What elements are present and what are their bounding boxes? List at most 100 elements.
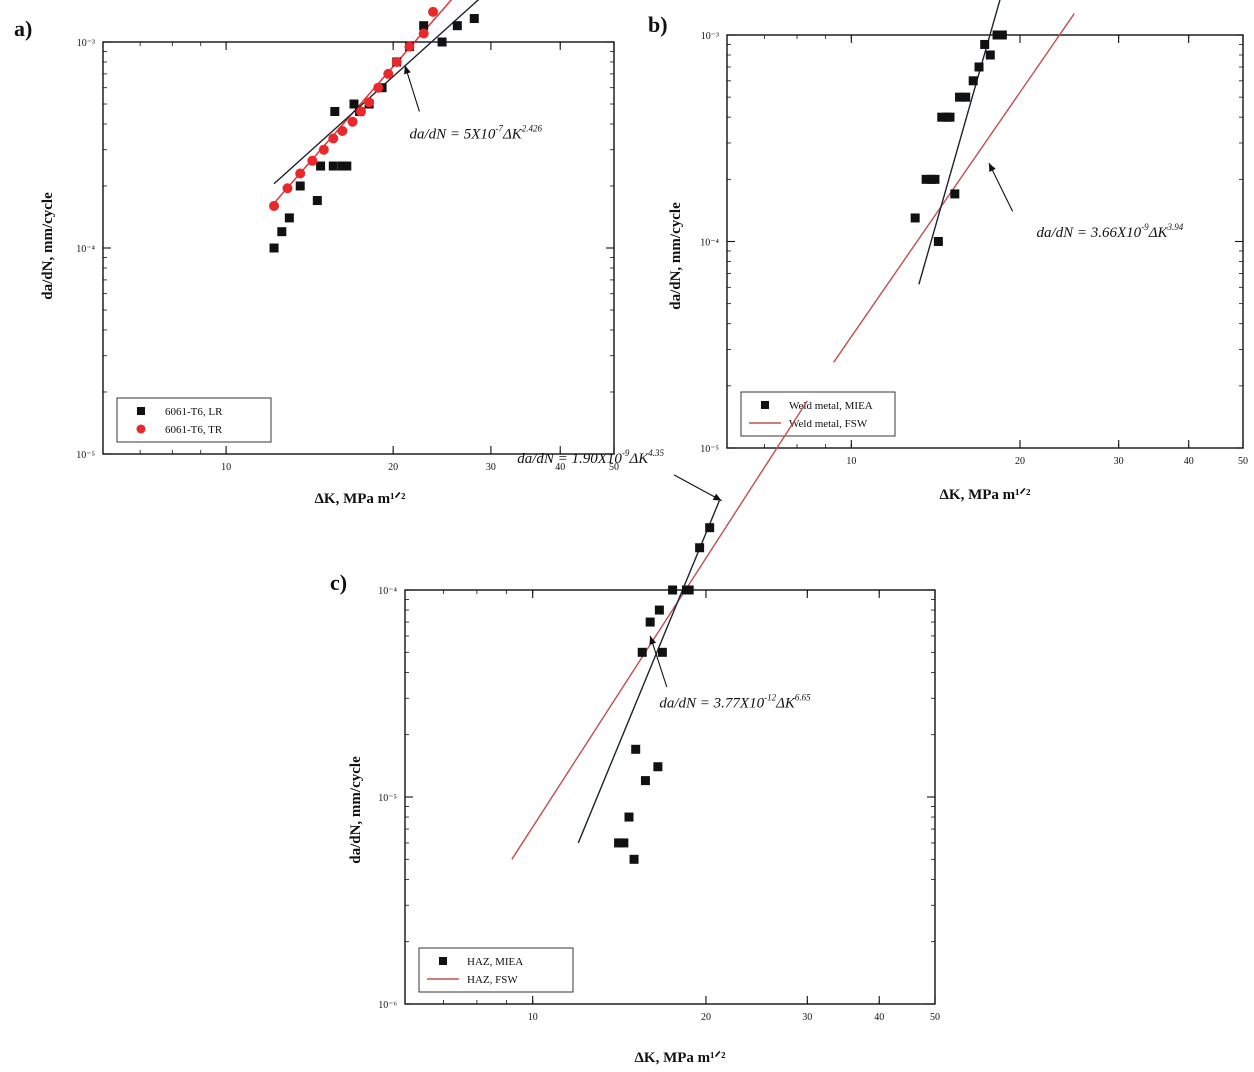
arrow-head bbox=[988, 162, 996, 172]
panel-label: c) bbox=[330, 570, 347, 595]
y-axis-title: da/dN, mm/cycle bbox=[40, 192, 56, 300]
data-point bbox=[295, 181, 305, 191]
y-axis-title: da/dN, mm/cycle bbox=[668, 202, 684, 310]
data-point bbox=[974, 62, 984, 72]
x-axis-title: ΔK, MPa m¹ᐟ² bbox=[940, 487, 1031, 503]
x-tick-label: 50 bbox=[609, 462, 619, 473]
equation-exponent: -7 bbox=[495, 124, 503, 134]
data-point bbox=[684, 585, 694, 595]
equation-exponent: 3.94 bbox=[1167, 222, 1184, 232]
equation-variable: ΔK bbox=[628, 451, 649, 467]
chart-panel-2: 10 20 30 40 50 10⁻⁵ 10⁻⁴ 10⁻³ b) ΔK, MPa m¹ᐟ² da/d… bbox=[648, 0, 1248, 503]
x-tick-label: 30 bbox=[802, 1012, 812, 1023]
legend-swatch bbox=[136, 424, 146, 434]
data-point bbox=[910, 213, 920, 223]
data-point bbox=[997, 30, 1007, 40]
equation-base: da/dN = 1.90X10 bbox=[517, 451, 622, 467]
data-point bbox=[645, 617, 655, 627]
y-tick-label: 10⁻⁵ bbox=[700, 444, 719, 455]
data-point bbox=[955, 92, 965, 102]
data-point bbox=[328, 161, 338, 171]
data-point bbox=[383, 68, 394, 79]
data-point bbox=[653, 762, 663, 772]
legend-swatch bbox=[137, 407, 145, 415]
data-point bbox=[452, 21, 462, 31]
x-tick-label: 40 bbox=[1184, 456, 1194, 467]
x-tick-label: 30 bbox=[1114, 456, 1124, 467]
data-point bbox=[418, 28, 429, 39]
data-point bbox=[282, 183, 293, 194]
data-point bbox=[428, 6, 439, 17]
annotation-arrow bbox=[988, 162, 1014, 212]
equation-exponent: 6.65 bbox=[795, 693, 811, 703]
legend: HAZ, MIEA HAZ, FSW bbox=[418, 947, 574, 993]
x-tick-label: 20 bbox=[388, 462, 398, 473]
data-point bbox=[930, 174, 940, 184]
data-point bbox=[937, 112, 947, 122]
data-point bbox=[342, 161, 352, 171]
data-point bbox=[312, 196, 322, 206]
y-tick-label: 10⁻⁵ bbox=[378, 793, 397, 804]
annotation-arrow bbox=[649, 635, 668, 688]
chart-panel-3: 10 20 30 40 50 10⁻⁶ 10⁻⁵ 10⁻⁴ c) ΔK, MPa m¹ᐟ² da/d… bbox=[330, 400, 940, 1066]
data-point bbox=[950, 189, 960, 199]
y-minor-ticks bbox=[727, 44, 1243, 387]
data-point bbox=[355, 106, 366, 117]
data-point bbox=[637, 647, 647, 657]
data-point bbox=[307, 155, 318, 166]
data-point bbox=[921, 174, 931, 184]
data-point bbox=[269, 243, 279, 253]
y-tick-label: 10⁻⁴ bbox=[700, 238, 719, 249]
legend-label: 6061-T6, LR bbox=[165, 406, 223, 418]
legend-label: HAZ, FSW bbox=[467, 974, 518, 986]
annotation-arrow bbox=[673, 474, 722, 502]
y-tick-label: 10⁻³ bbox=[77, 38, 95, 49]
equation-annotation: da/dN = 3.66X10-9ΔK3.94 bbox=[1036, 222, 1183, 241]
data-point bbox=[624, 812, 634, 822]
data-point bbox=[284, 213, 294, 223]
legend-box bbox=[740, 391, 896, 437]
x-tick-label: 50 bbox=[1238, 456, 1248, 467]
series-markers bbox=[269, 6, 439, 211]
y-tick-label: 10⁻³ bbox=[701, 31, 719, 42]
x-tick-label: 20 bbox=[701, 1012, 711, 1023]
y-minor-ticks bbox=[405, 599, 935, 943]
data-point bbox=[631, 744, 641, 754]
data-point bbox=[328, 133, 339, 144]
legend: 6061-T6, LR 6061-T6, TR bbox=[116, 397, 272, 443]
y-tick-label: 10⁻⁴ bbox=[76, 244, 95, 255]
panel-label: a) bbox=[14, 16, 32, 41]
equation-base: da/dN = 3.77X10 bbox=[659, 696, 764, 712]
equation-variable: ΔK bbox=[775, 696, 796, 712]
data-point bbox=[391, 56, 402, 67]
y-tick-label: 10⁻⁵ bbox=[76, 450, 95, 461]
equation-exponent: -12 bbox=[764, 693, 776, 703]
data-point bbox=[695, 543, 705, 553]
equation-annotation: da/dN = 1.90X10-9ΔK4.35 bbox=[517, 448, 664, 467]
data-point bbox=[980, 39, 990, 49]
arrow-head bbox=[712, 493, 722, 501]
x-tick-label: 10 bbox=[846, 456, 856, 467]
y-tick-label: 10⁻⁶ bbox=[378, 1000, 397, 1011]
legend-label: Weld metal, FSW bbox=[789, 418, 868, 430]
x-tick-label: 20 bbox=[1015, 456, 1025, 467]
data-point bbox=[469, 14, 479, 24]
series-line bbox=[273, 0, 480, 185]
data-point bbox=[277, 227, 287, 237]
data-point bbox=[640, 776, 650, 786]
x-tick-label: 10 bbox=[528, 1012, 538, 1023]
legend-box bbox=[418, 947, 574, 993]
equation-exponent: -9 bbox=[622, 448, 630, 458]
data-point bbox=[992, 30, 1002, 40]
data-point bbox=[330, 106, 340, 116]
data-point bbox=[269, 200, 280, 211]
x-axis-title: ΔK, MPa m¹ᐟ² bbox=[635, 1050, 726, 1066]
data-point bbox=[654, 605, 664, 615]
panel-label: b) bbox=[648, 12, 668, 37]
series-markers bbox=[910, 30, 1007, 246]
x-tick-label: 30 bbox=[486, 462, 496, 473]
data-point bbox=[985, 50, 995, 60]
y-tick-label: 10⁻⁴ bbox=[378, 586, 397, 597]
equation-variable: ΔK bbox=[502, 127, 523, 143]
arrow-head bbox=[649, 635, 657, 645]
